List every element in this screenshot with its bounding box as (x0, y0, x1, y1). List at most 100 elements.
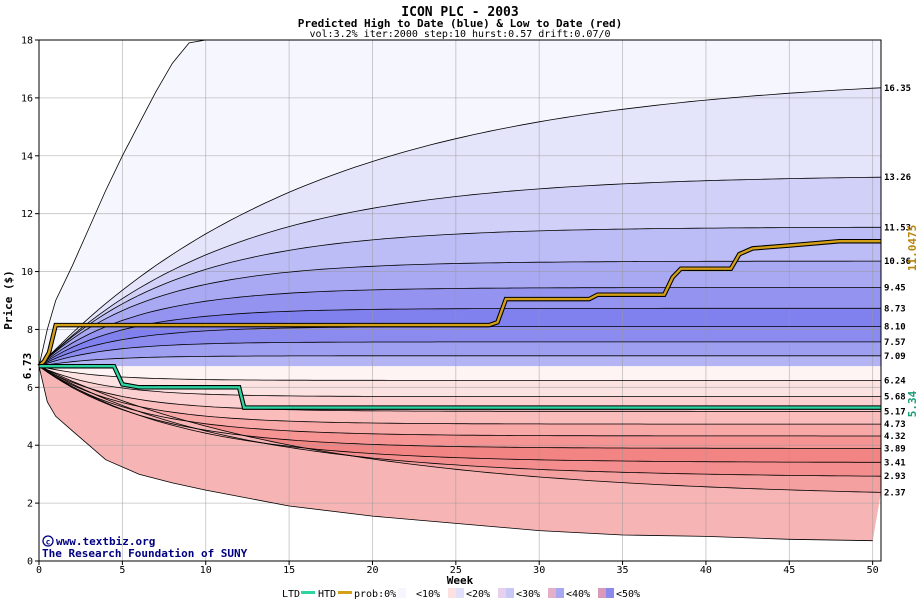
x-tick-label: 50 (867, 565, 879, 576)
end-label: 13.26 (884, 173, 911, 183)
low-band (39, 366, 881, 477)
y-tick-label: 18 (21, 36, 33, 47)
low-band (39, 366, 881, 397)
legend-htd-swatch (338, 591, 352, 594)
legend-swatch (556, 588, 564, 598)
end-label: 5.68 (884, 393, 906, 403)
end-label: 9.45 (884, 283, 906, 293)
legend-item-label: <40% (566, 589, 590, 600)
end-label: 11.53 (884, 223, 911, 233)
x-tick-label: 15 (283, 565, 295, 576)
x-tick-label: 35 (617, 565, 629, 576)
watermark-site: www.textbiz.org (56, 535, 155, 548)
high-band (39, 40, 881, 367)
end-labels: 16.35 13.26 11.53 10.36 9.45 8.73 8.10 7.57 7.09… (884, 84, 911, 499)
quantile-line (38, 355, 881, 367)
legend-item-label: <50% (616, 589, 640, 600)
legend-swatch (456, 588, 464, 598)
end-label: 3.89 (884, 444, 906, 454)
quantile-line (38, 176, 882, 367)
copyright-icon (42, 535, 54, 547)
quantile-line (38, 226, 881, 367)
legend-item-label: <30% (516, 589, 540, 600)
end-label: 7.09 (884, 352, 906, 362)
legend-htd-label: HTD (318, 589, 336, 600)
copyright-c: c (46, 538, 51, 547)
x-tick-label: 25 (450, 565, 462, 576)
high-band (39, 287, 881, 367)
end-label: 6.24 (884, 376, 906, 386)
x-tick-label: 40 (700, 565, 712, 576)
legend-swatch (498, 588, 506, 598)
x-tick-label: 20 (366, 565, 378, 576)
legend-ltd-swatch (301, 591, 315, 594)
x-axis-label: Week (447, 574, 474, 587)
legend-ltd-label: LTD (282, 589, 300, 600)
end-label: 4.73 (884, 420, 906, 430)
end-label: 3.41 (884, 458, 906, 468)
end-label: 16.35 (884, 84, 911, 94)
legend-swatch (448, 588, 456, 598)
quantile-line (38, 87, 882, 367)
quantile-line (38, 365, 881, 437)
legend-swatch (548, 588, 556, 598)
outer-low-line (38, 366, 873, 542)
low-band (39, 366, 881, 381)
chart-params: vol:3.2% iter:2000 step:10 hurst:0.57 dr… (309, 29, 610, 40)
quantile-line (38, 307, 881, 367)
end-label: 2.37 (884, 488, 906, 498)
quantile-line (38, 365, 881, 425)
high-band (39, 326, 881, 367)
high-band (39, 227, 881, 367)
legend-swatch (506, 588, 514, 598)
legend-prob-label: prob:0% (354, 589, 396, 600)
quantile-line (38, 365, 881, 381)
quantile-line (38, 341, 881, 367)
legend-swatch (398, 588, 406, 598)
high-band (39, 341, 881, 367)
end-label: 8.10 (884, 323, 906, 333)
end-label: 10.36 (884, 257, 911, 267)
high-band (39, 87, 881, 367)
outer-high-line (38, 39, 206, 367)
start-price-label: 6.73 (21, 353, 34, 380)
quantile-line (38, 287, 881, 367)
chart-title: ICON PLC - 2003 (401, 5, 518, 20)
low-band (39, 366, 881, 541)
htd-final-label: 11.0475 (906, 225, 919, 271)
y-tick-label: 4 (27, 441, 33, 452)
y-tick-label: 12 (21, 209, 33, 220)
plot-frame (38, 39, 882, 562)
end-label: 8.73 (884, 304, 906, 314)
y-axis-ticks: 0 2 4 6 8 10 12 14 16 18 (21, 36, 39, 568)
x-tick-label: 30 (533, 565, 545, 576)
htd-series-line (38, 240, 881, 368)
y-tick-label: 14 (21, 151, 33, 162)
quantile-line (38, 365, 881, 463)
end-label: 5.17 (884, 407, 906, 417)
series (37, 238, 881, 410)
legend-swatch (406, 588, 414, 598)
high-band (39, 308, 881, 367)
quantile-line (38, 260, 881, 367)
watermark-org: The Research Foundation of SUNY (42, 547, 248, 560)
legend-swatch (606, 588, 614, 598)
watermark: c www.textbiz.org The Research Foundatio… (42, 535, 248, 560)
x-tick-label: 45 (783, 565, 795, 576)
quantile-lines (38, 39, 882, 542)
x-tick-label: 0 (36, 565, 42, 576)
x-tick-label: 5 (119, 565, 125, 576)
y-tick-label: 6 (27, 383, 33, 394)
chart-subtitle: Predicted High to Date (blue) & Low to D… (298, 17, 623, 30)
quantile-line (38, 365, 881, 397)
quantile-line (38, 365, 882, 493)
quantile-line (38, 365, 882, 477)
high-band (39, 177, 881, 367)
end-label: 4.32 (884, 432, 906, 442)
legend: LTD HTD prob:0% <10% <20% <30% <40% <50% (282, 588, 640, 600)
quantile-line (38, 365, 881, 449)
low-band (39, 366, 881, 436)
y-tick-label: 8 (27, 325, 33, 336)
y-tick-label: 16 (21, 93, 33, 104)
low-band (39, 366, 881, 412)
